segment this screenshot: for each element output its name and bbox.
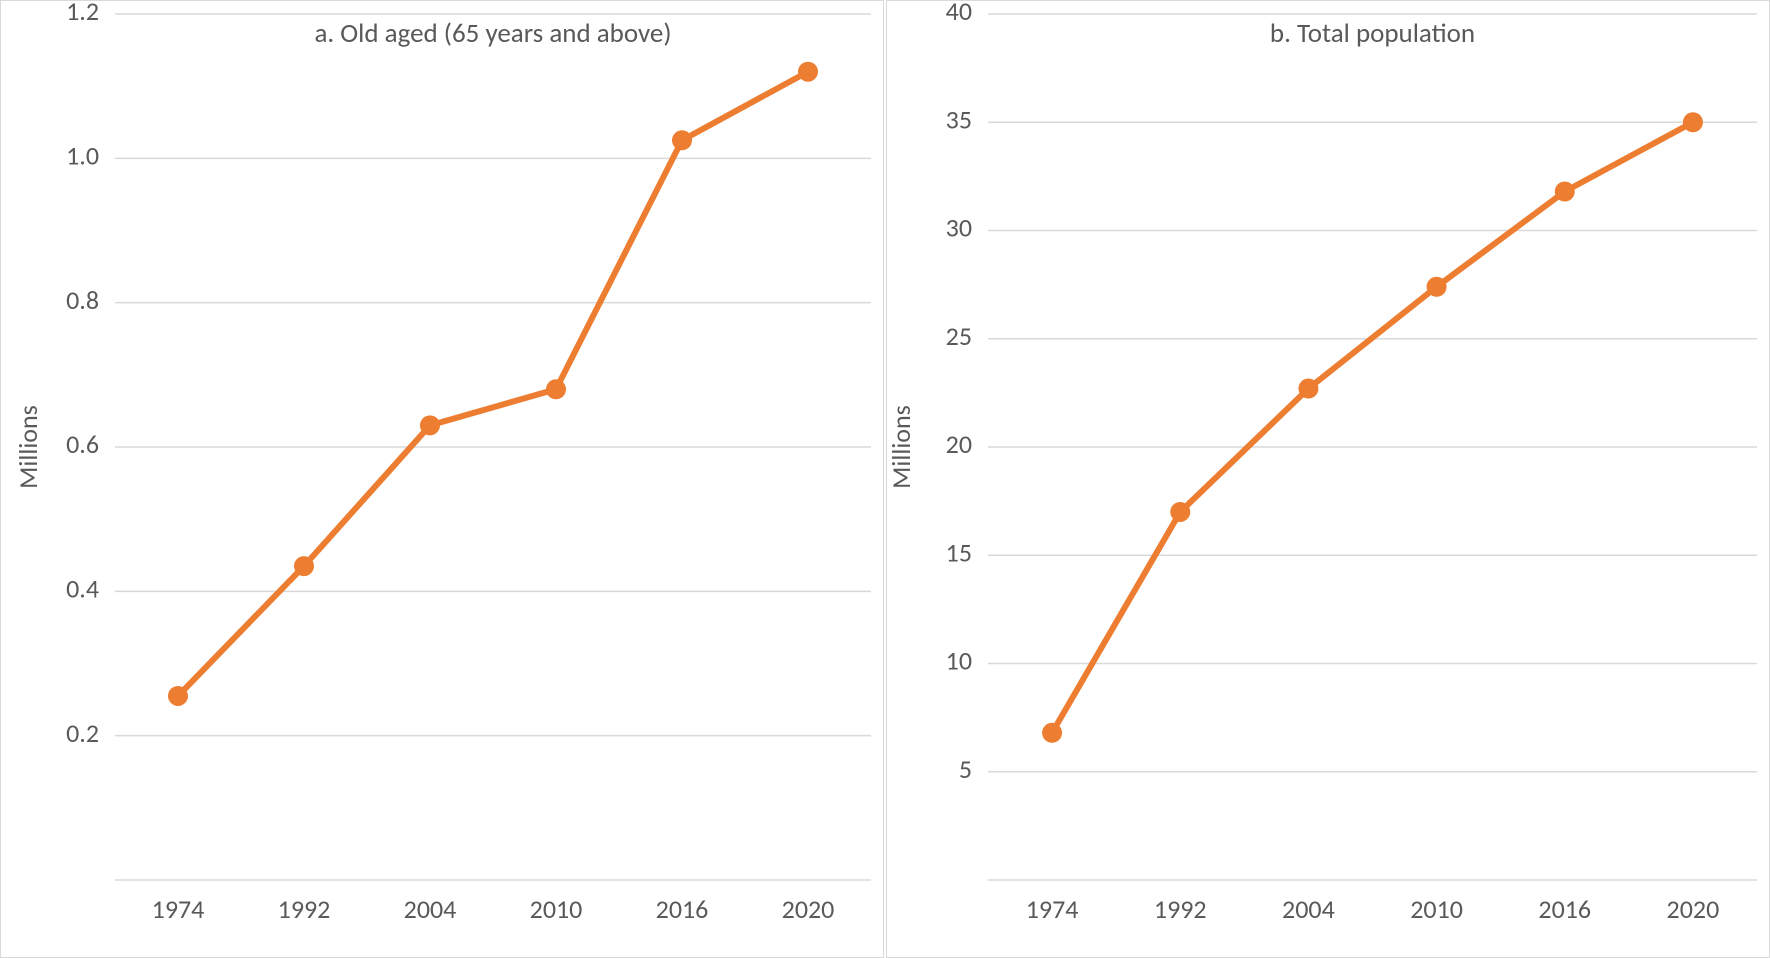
y-tick-label: 0.8 xyxy=(66,284,99,316)
y-axis-label: Millions xyxy=(886,405,917,489)
data-marker xyxy=(1555,182,1575,202)
data-marker xyxy=(1427,277,1447,297)
y-tick-label: 20 xyxy=(946,428,972,460)
data-marker xyxy=(294,556,314,576)
chart-container: 0.20.40.60.81.01.21974199220042010201620… xyxy=(0,0,1770,958)
chart-title: b. Total population xyxy=(1270,17,1475,50)
data-marker xyxy=(1170,502,1190,522)
data-marker xyxy=(168,686,188,706)
y-tick-label: 0.6 xyxy=(66,428,99,460)
y-tick-label: 1.0 xyxy=(66,140,99,172)
data-marker xyxy=(1042,723,1062,743)
y-tick-label: 40 xyxy=(946,0,972,27)
y-tick-label: 0.2 xyxy=(66,717,99,749)
data-marker xyxy=(420,415,440,435)
x-tick-label: 2016 xyxy=(1538,893,1591,925)
x-tick-label: 2010 xyxy=(530,893,583,925)
panel-b: 5 10 15 20 25 30 35 40 1974 1992 2004 2010 2016 2020 b… xyxy=(886,0,1770,958)
x-tick-label: 1974 xyxy=(152,893,205,925)
y-axis-label: Millions xyxy=(12,405,44,489)
x-tick-label: 2020 xyxy=(782,893,835,925)
data-marker xyxy=(672,130,692,150)
y-tick-label: 1.2 xyxy=(66,0,99,27)
data-marker xyxy=(546,379,566,399)
y-tick-label: 5 xyxy=(959,753,972,785)
y-tick-label: 10 xyxy=(946,645,972,677)
x-tick-label: 1992 xyxy=(1154,893,1207,925)
x-tick-label: 1974 xyxy=(1026,893,1079,925)
panel-a: 0.2 0.4 0.6 0.8 1.0 1.2 1974 1992 2004 2010 2016 20… xyxy=(0,0,884,958)
data-marker xyxy=(798,62,818,82)
data-marker xyxy=(1683,112,1703,132)
y-tick-label: 15 xyxy=(946,536,972,568)
data-marker xyxy=(1298,379,1318,399)
x-tick-label: 2016 xyxy=(656,893,709,925)
x-tick-label: 2020 xyxy=(1667,893,1720,925)
x-tick-label: 2010 xyxy=(1410,893,1463,925)
y-tick-label: 0.4 xyxy=(66,573,99,605)
x-tick-label: 2004 xyxy=(404,893,457,925)
x-tick-label: 2004 xyxy=(1282,893,1335,925)
x-tick-label: 1992 xyxy=(278,893,331,925)
y-tick-label: 35 xyxy=(946,103,972,135)
y-tick-label: 30 xyxy=(946,212,972,244)
y-tick-label: 25 xyxy=(946,320,972,352)
chart-title: a. Old aged (65 years and above) xyxy=(314,17,671,50)
